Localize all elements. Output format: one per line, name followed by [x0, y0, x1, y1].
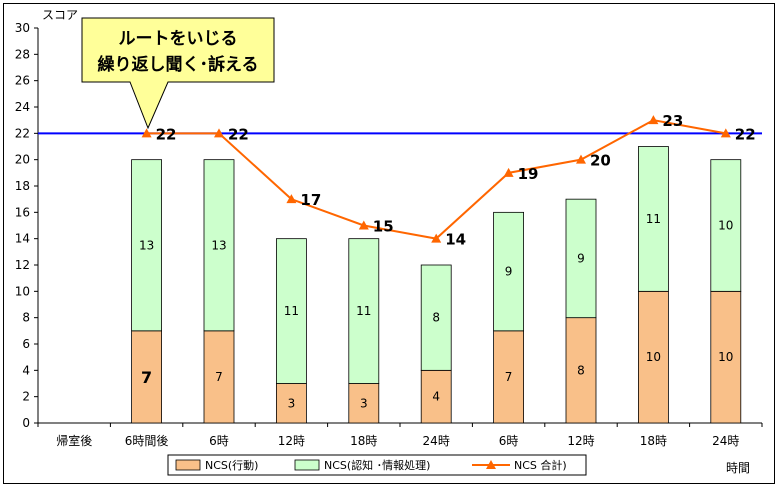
- data-label-cognition: 9: [577, 251, 585, 265]
- bar-behavior: [131, 330, 163, 424]
- bar-behavior: [493, 330, 525, 424]
- y-tick-label: 20: [15, 153, 30, 167]
- data-label-behavior: 10: [646, 350, 661, 364]
- y-tick-label: 14: [15, 232, 30, 246]
- x-tick-label: 12時: [567, 434, 594, 448]
- y-tick-label: 12: [15, 258, 30, 272]
- data-label-total: 19: [518, 165, 539, 183]
- x-tick-label: 24時: [712, 434, 739, 448]
- y-tick-label: 22: [15, 126, 30, 140]
- callout-line-2: 繰り返し聞く･訴える: [98, 54, 259, 75]
- bar-cognition: [710, 159, 742, 292]
- data-label-cognition: 11: [356, 304, 371, 318]
- data-label-cognition: 9: [505, 265, 513, 279]
- y-tick-label: 10: [15, 284, 30, 298]
- data-label-total: 22: [156, 125, 177, 143]
- bar-cognition: [203, 159, 235, 332]
- data-label-cognition: 10: [718, 219, 733, 233]
- legend-swatch-behavior: [175, 459, 201, 471]
- y-tick-label: 28: [15, 47, 30, 61]
- marker-total: [141, 128, 152, 138]
- x-tick-label: 6時: [499, 434, 519, 448]
- bar-behavior: [710, 290, 742, 424]
- x-tick-label: 12時: [278, 434, 305, 448]
- marker-total: [720, 128, 731, 138]
- y-tick-label: 0: [22, 416, 30, 430]
- data-label-behavior: 3: [288, 396, 296, 410]
- marker-total: [214, 128, 224, 138]
- legend: NCS(行動) NCS(認知 ･情報処理) NCS 合計): [167, 454, 587, 476]
- bar-cognition: [565, 198, 597, 319]
- y-tick-label: 4: [22, 363, 30, 377]
- data-label-behavior: 3: [360, 396, 368, 410]
- callout: ルートをいじる 繰り返し聞く･訴える: [81, 17, 275, 130]
- x-tick-label: 6時: [209, 434, 229, 448]
- data-label-behavior: 7: [505, 370, 513, 384]
- x-axis-title: 時間: [726, 461, 750, 475]
- data-label-total: 23: [662, 112, 683, 130]
- data-label-cognition: 13: [211, 238, 226, 252]
- bar-cognition: [131, 159, 163, 332]
- y-tick-label: 8: [22, 311, 30, 325]
- marker-total: [286, 194, 297, 204]
- x-tick-label: 帰室後: [56, 433, 92, 448]
- bar-cognition: [420, 264, 452, 371]
- y-tick-label: 18: [15, 179, 30, 193]
- callout-bubble: [81, 17, 275, 130]
- x-tick-label: 24時: [423, 434, 450, 448]
- x-tick-label: 6時間後: [125, 434, 169, 448]
- bar-cognition: [275, 238, 307, 384]
- data-label-behavior: 8: [577, 363, 585, 377]
- bar-behavior: [638, 290, 669, 424]
- legend-box: [167, 454, 587, 476]
- data-label-cognition: 13: [139, 238, 154, 252]
- x-tick-label: 18時: [640, 434, 667, 448]
- callout-line-1: ルートをいじる: [119, 29, 238, 49]
- data-label-total: 20: [590, 152, 611, 170]
- y-tick-label: 6: [22, 337, 30, 351]
- legend-label-behavior: NCS(行動): [205, 458, 258, 472]
- bar-cognition: [493, 211, 525, 332]
- data-label-behavior: 10: [718, 350, 733, 364]
- marker-total: [576, 154, 586, 164]
- bar-behavior: [275, 383, 307, 424]
- data-label-total: 22: [735, 125, 756, 143]
- y-tick-label: 30: [15, 21, 30, 35]
- data-label-behavior: 4: [432, 390, 440, 404]
- data-label-total: 17: [300, 191, 321, 209]
- marker-total: [431, 233, 442, 243]
- data-label-total: 15: [373, 218, 394, 236]
- bar-cognition: [638, 146, 669, 292]
- data-label-cognition: 11: [284, 304, 299, 318]
- marker-total: [503, 167, 514, 177]
- bar-cognition: [348, 238, 380, 384]
- data-label-behavior: 7: [215, 370, 223, 384]
- data-label-cognition: 8: [432, 311, 440, 325]
- legend-swatch-cognition: [294, 459, 320, 471]
- y-axis-title: スコア: [42, 8, 78, 22]
- data-label-cognition: 11: [646, 212, 661, 226]
- data-label-behavior: 7: [141, 368, 152, 387]
- x-tick-label: 18時: [350, 434, 377, 448]
- data-label-total: 22: [228, 125, 249, 143]
- y-tick-label: 2: [22, 390, 30, 404]
- y-tick-label: 26: [15, 74, 30, 88]
- marker-total: [358, 220, 369, 230]
- bar-behavior: [420, 369, 452, 424]
- y-tick-label: 16: [15, 205, 30, 219]
- marker-total: [648, 115, 659, 125]
- legend-label-total: NCS 合計): [514, 458, 567, 472]
- bar-behavior: [565, 317, 597, 424]
- y-tick-label: 24: [15, 100, 30, 114]
- legend-marker-total: [486, 460, 496, 469]
- data-label-total: 14: [445, 231, 466, 249]
- legend-label-cognition: NCS(認知 ･情報処理): [324, 458, 430, 472]
